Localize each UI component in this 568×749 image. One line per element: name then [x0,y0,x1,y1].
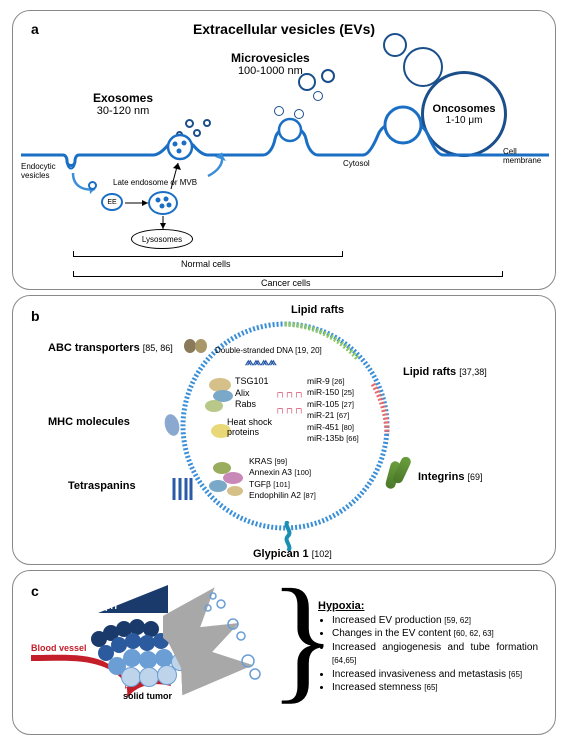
endo-vesicle-sm [88,181,97,190]
oncosomes-name: Oncosomes [433,103,496,115]
oncosome-sm [383,33,407,57]
exo-icon [176,131,183,138]
exosomes-range: 30-120 nm [93,105,153,117]
exo-icon [185,119,194,128]
dsDNA-label: Double-stranded DNA [19, 20] [215,346,322,355]
dna-icon: ⩕⩕⩕⩕ [245,356,276,369]
rabs-blob-icon [205,400,223,412]
mir-item: miR-135b [66] [307,433,359,444]
abc-text: ABC transporters [48,342,140,354]
glypican-ref: [102] [312,549,332,559]
tetraspanin-icon [171,476,193,502]
mvb-label: Late endosome or MVB [113,178,197,187]
protein-item: KRAS [99] [249,456,316,467]
tsg-text: TSG101 [235,376,269,388]
protein-item: Annexin A3 [100] [249,467,316,478]
dsDNA-ref: [19, 20] [295,346,322,355]
mir-item: miR-451 [80] [307,422,359,433]
tsg-list: TSG101 Alix Rabs [235,376,269,411]
glypican-icon [281,521,295,551]
protein-item: TGFβ [101] [249,479,316,490]
hsp-label: Heat shockproteins [227,418,272,438]
cell-membrane-label: Cell membrane [503,147,555,165]
hypoxia-title: Hypoxia: [318,599,538,614]
panel-a-title: Extracellular vesicles (EVs) [13,21,555,37]
panel-c: c [O₂] pH Blood vessel solid tumor [12,570,556,735]
alix-text: Alix [235,388,269,400]
protein-list: KRAS [99]Annexin A3 [100]TGFβ [101]Endop… [249,456,316,502]
mv-icon [298,73,316,91]
mv-icon [321,69,335,83]
microvesicles-range: 100-1000 nm [231,65,310,77]
cancer-bracket [73,271,503,277]
annexin-blob-icon [223,472,243,484]
lipid-r-ref: [37,38] [459,367,487,377]
panel-b-label: b [31,308,40,324]
dsDNA-text: Double-stranded DNA [215,346,293,355]
mvb-vesicle [148,191,178,215]
hypoxia-bullet: Increased angiogenesis and tube formatio… [332,641,538,668]
exosomes-label: Exosomes 30-120 nm [93,91,153,117]
mir-list: miR-9 [26]miR-150 [25]miR-105 [27]miR-21… [307,376,359,445]
abc-icon [183,338,209,354]
normal-cells-label: Normal cells [181,259,231,269]
lysosomes-label: Lysosomes [142,235,182,244]
ev-release-arrows [163,586,283,706]
mv-icon [313,91,323,101]
hypoxia-bullet: Increased EV production [59, 62] [332,614,538,628]
abc-label: ABC transporters [85, 86] [48,342,173,354]
rna-icon: ┌┐┌┐┌┐ [275,404,303,413]
oncosome-med [403,47,443,87]
exo-icon [203,119,211,127]
lipid-r-text: Lipid rafts [403,366,456,378]
ee-label: EE [107,199,116,206]
integrins-text: Integrins [418,471,464,483]
mhc-label: MHC molecules [48,416,130,428]
lipid-rafts-right-label: Lipid rafts [37,38] [403,366,487,378]
mir-item: miR-150 [25] [307,387,359,398]
cancer-cells-label: Cancer cells [261,278,311,288]
oncosome-circle: Oncosomes 1-10 μm [421,71,507,157]
hypoxia-bullet: Increased stemness [65] [332,681,538,695]
normal-bracket [73,251,343,257]
panel-a: a Extracellular vesicles (EVs) Exosomes … [12,10,556,290]
blood-vessel-label: Blood vessel [31,643,87,653]
endophilin-blob-icon [227,486,243,496]
hypoxia-bullet: Increased invasiveness and metastasis [6… [332,668,538,682]
mir-item: miR-9 [26] [307,376,359,387]
rna-icon: ┌┐┌┐┌┐ [275,388,303,397]
mvb-inner-icon [150,193,176,213]
mv-icon [294,109,304,119]
tgfb-blob-icon [209,480,227,492]
mir-item: miR-21 [67] [307,410,359,421]
ee-vesicle: EE [101,193,123,211]
microvesicles-label: Microvesicles 100-1000 nm [231,51,310,77]
mir-item: miR-105 [27] [307,399,359,410]
rabs-text: Rabs [235,399,269,411]
o2-label: [O₂] [105,589,122,599]
mv-icon [274,106,284,116]
tumor-cell-icon [121,667,141,687]
ph-label: pH [105,601,117,611]
panel-c-label: c [31,583,39,599]
lipid-rafts-top-label: Lipid rafts [291,304,344,316]
tetraspanins-label: Tetraspanins [68,480,136,492]
hypoxia-list: Hypoxia: Increased EV production [59, 62… [318,599,538,695]
hypoxia-bullet: Changes in the EV content [60, 62, 63] [332,627,538,641]
cytosol-label: Cytosol [343,159,370,168]
tumor-cell-icon [139,667,159,687]
exosomes-name: Exosomes [93,91,153,105]
panel-b: b Lipid rafts ABC transporters [85, 86] … [12,295,556,565]
protein-item: Endophilin A2 [87] [249,490,316,501]
abc-ref: [85, 86] [143,343,173,353]
integrins-label: Integrins [69] [418,471,483,483]
microvesicles-name: Microvesicles [231,51,310,65]
lysosomes-ellipse: Lysosomes [131,229,193,249]
exo-icon [193,129,201,137]
endocytic-label: Endocyticvesicles [21,163,56,181]
oncosomes-range: 1-10 μm [446,115,483,126]
integrins-ref: [69] [468,472,483,482]
